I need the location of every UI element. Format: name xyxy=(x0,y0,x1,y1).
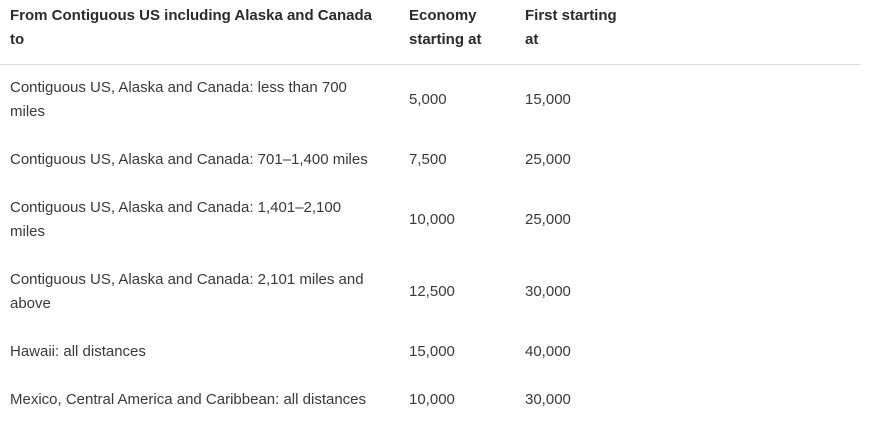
destination-cell: Hawaii: all distances xyxy=(10,343,146,360)
destination-cell: Contiguous US, Alaska and Canada: 701–1,… xyxy=(10,151,368,168)
destination-cell: Mexico, Central America and Caribbean: a… xyxy=(10,391,367,408)
economy-miles-cell: 5,000 xyxy=(409,91,447,108)
table-row: Contiguous US, Alaska and Canada: 2,101 … xyxy=(0,268,861,316)
table-header-row: From Contiguous US including Alaska and … xyxy=(0,0,861,65)
header-economy: Economy starting at xyxy=(409,7,482,48)
economy-miles-cell: 15,000 xyxy=(409,343,455,360)
table-row: Hawaii: all distances 15,000 40,000 xyxy=(0,340,861,364)
table-row: Contiguous US, Alaska and Canada: 701–1,… xyxy=(0,148,861,172)
economy-miles-cell: 7,500 xyxy=(409,151,447,168)
first-miles-cell: 30,000 xyxy=(525,283,571,300)
first-miles-cell: 30,000 xyxy=(525,391,571,408)
destination-cell: Contiguous US, Alaska and Canada: less t… xyxy=(10,79,347,120)
economy-miles-cell: 10,000 xyxy=(409,211,455,228)
table-row: Mexico, Central America and Caribbean: a… xyxy=(0,388,861,412)
header-first: First starting at xyxy=(525,7,617,48)
table-row: Contiguous US, Alaska and Canada: less t… xyxy=(0,76,861,124)
destination-cell: Contiguous US, Alaska and Canada: 1,401–… xyxy=(10,199,342,240)
economy-miles-cell: 12,500 xyxy=(409,283,455,300)
table-row: Contiguous US, Alaska and Canada: 1,401–… xyxy=(0,196,861,244)
first-miles-cell: 40,000 xyxy=(525,343,571,360)
first-miles-cell: 25,000 xyxy=(525,151,571,168)
destination-cell: Contiguous US, Alaska and Canada: 2,101 … xyxy=(10,271,364,312)
first-miles-cell: 25,000 xyxy=(525,211,571,228)
economy-miles-cell: 10,000 xyxy=(409,391,455,408)
header-origin: From Contiguous US including Alaska and … xyxy=(10,7,372,48)
first-miles-cell: 15,000 xyxy=(525,91,571,108)
